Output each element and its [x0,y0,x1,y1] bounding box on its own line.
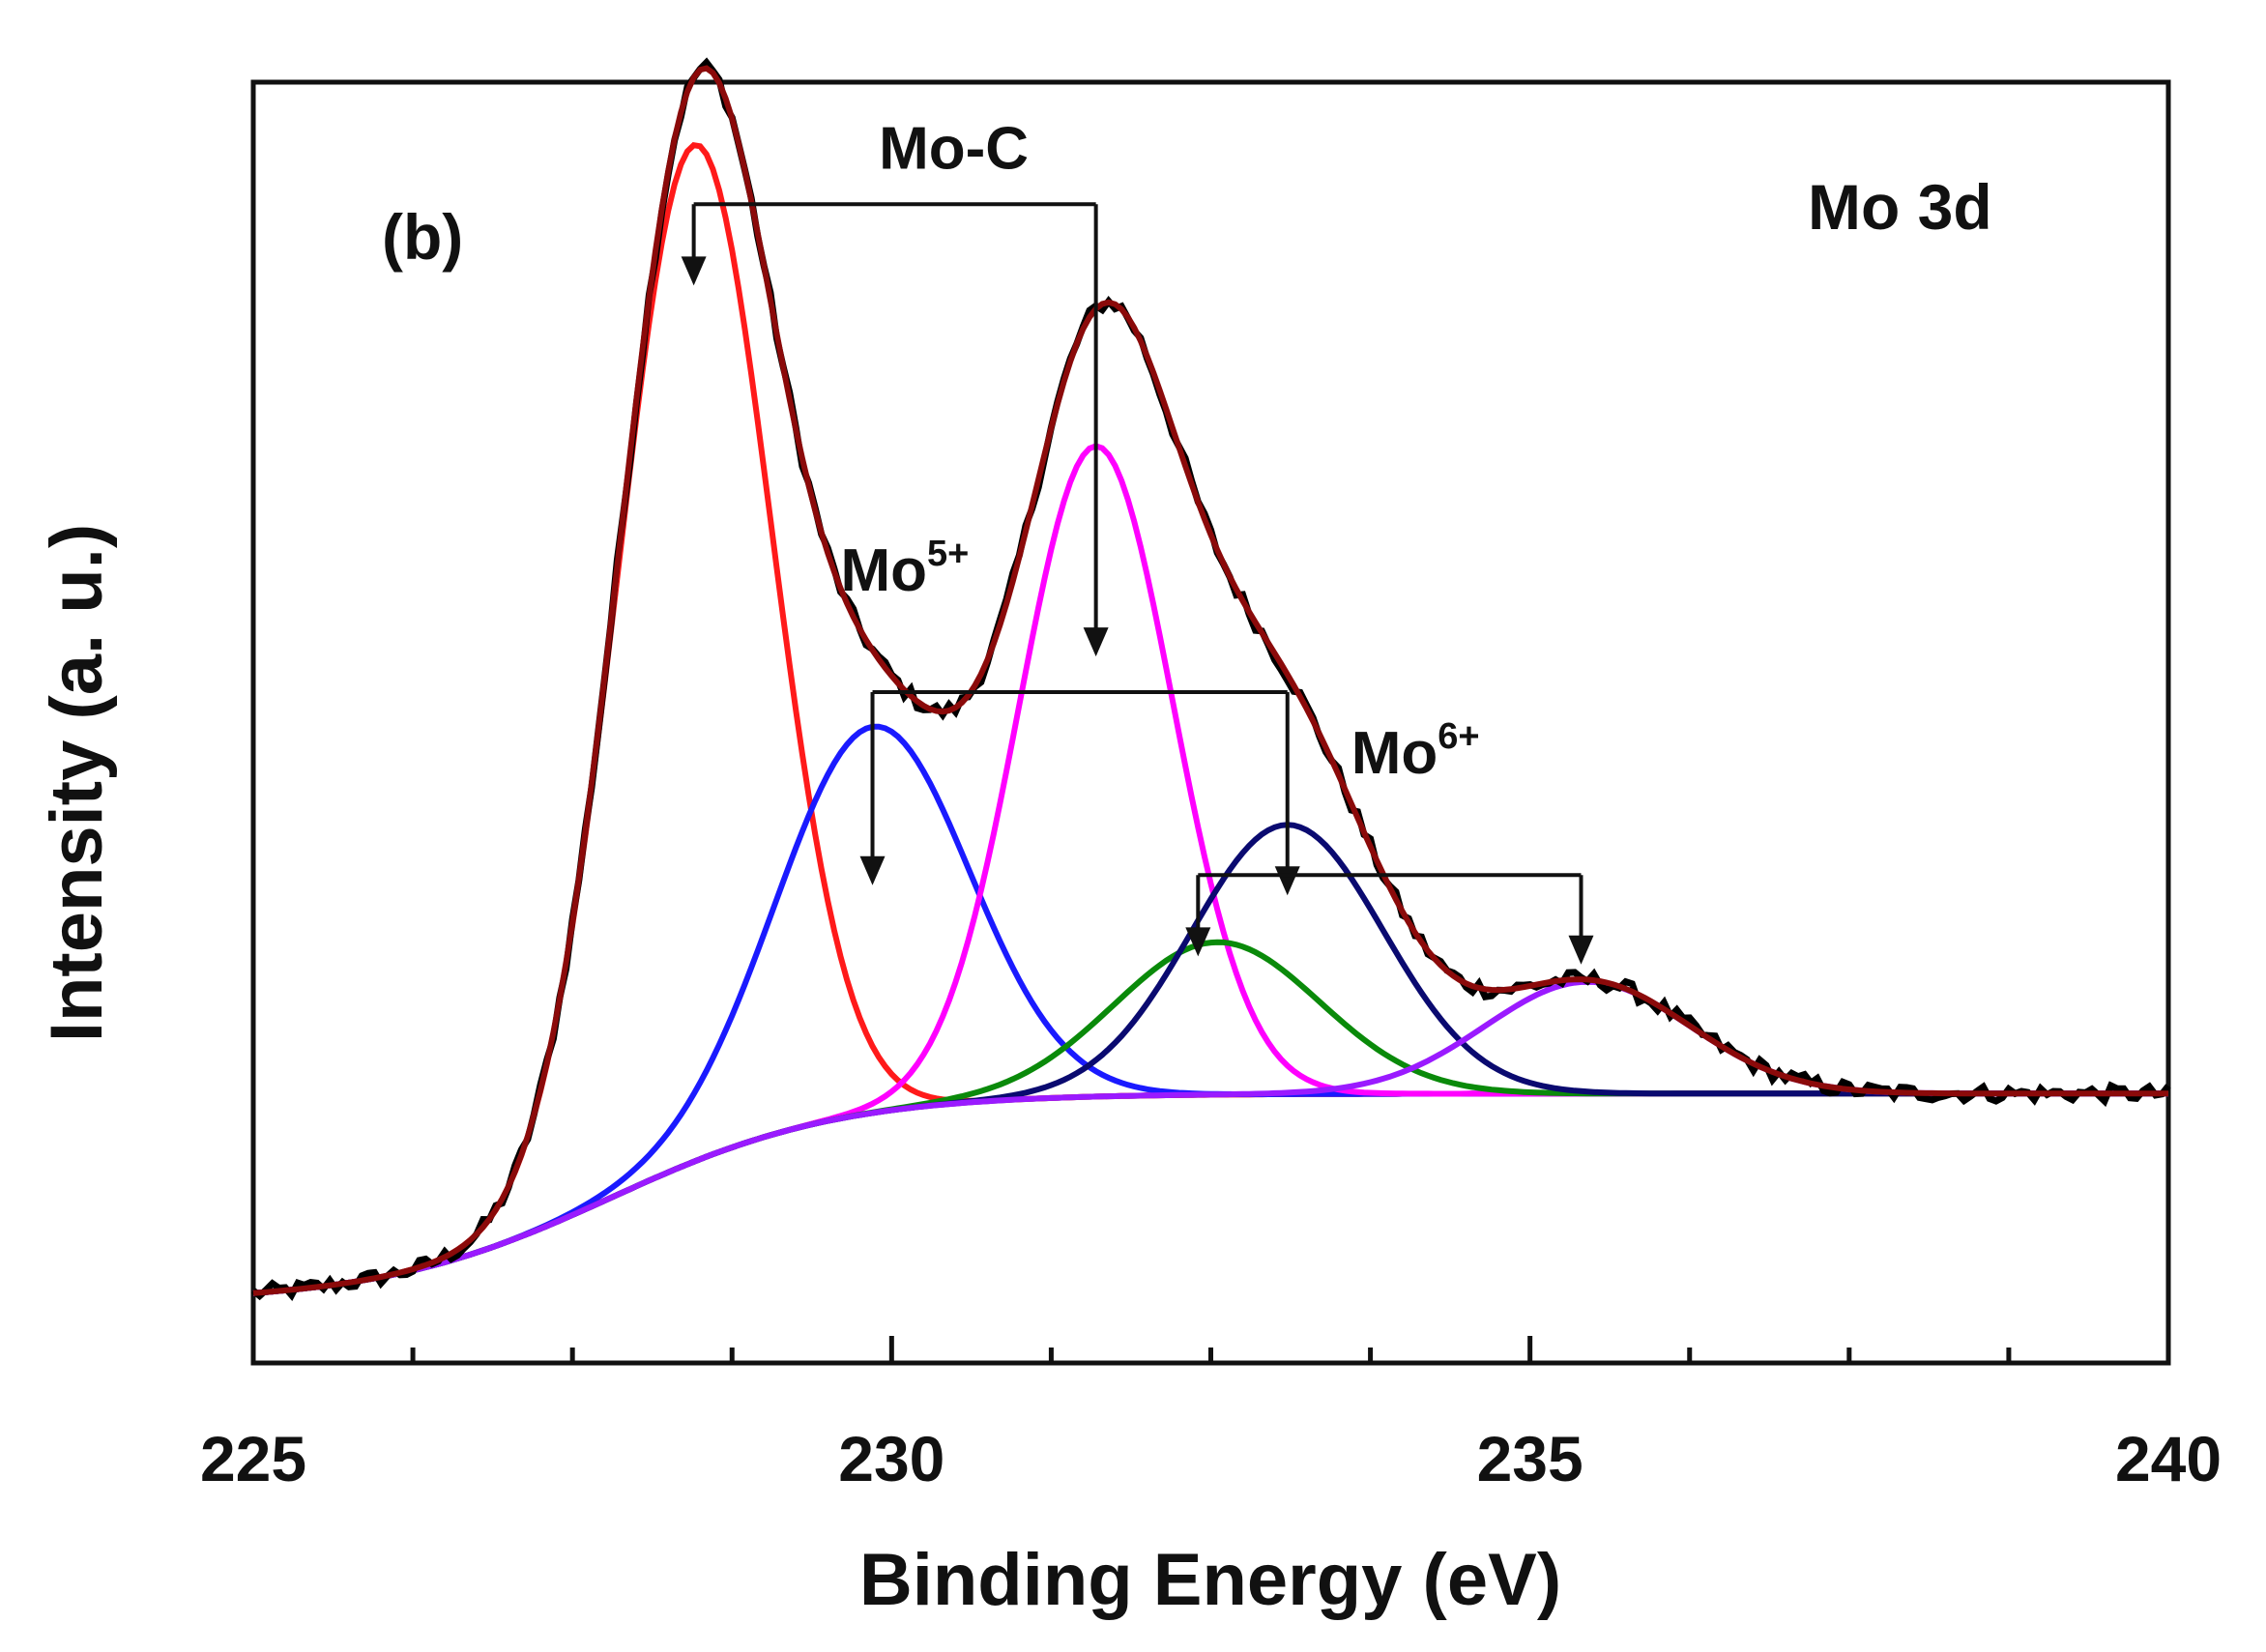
series-component-1 [252,141,2168,1296]
annotation-label: Mo-C [879,115,1029,182]
series-component-3 [252,443,2168,1296]
arrow-head [859,855,886,885]
arrow-head [1185,927,1211,957]
x-tick-label: 230 [838,1423,944,1494]
annotation-3: Mo6+ [1185,716,1594,965]
y-axis-title: Intensity (a. u.) [36,524,118,1042]
annotation-label: Mo5+ [841,534,970,604]
series-envelope [252,65,2168,1296]
annotation-label: Mo6+ [1351,716,1480,787]
x-axis-ticks: 225 230 235 240 [200,1336,2222,1494]
arrow-head [1568,935,1594,965]
series-component-6 [252,978,2168,1296]
region-label: Mo 3d [1808,171,1992,243]
arrow-head [1083,627,1109,657]
x-axis-title: Binding Energy (eV) [859,1539,1561,1621]
arrow-head [1274,866,1300,896]
series-component-4 [252,939,2168,1296]
x-tick-label: 235 [1477,1423,1583,1494]
annotation-layer: Mo-C Mo5+ Mo6+ [681,115,1594,965]
series-raw-data [250,57,2171,1302]
x-tick-label: 240 [2115,1423,2222,1494]
panel-label: (b) [382,201,463,273]
arrow-head [681,256,707,286]
series-component-2 [252,723,2168,1296]
x-tick-label: 225 [200,1423,306,1494]
series-background [252,1090,2168,1296]
annotation-1: Mo-C [681,115,1109,657]
series-component-5 [252,822,2168,1296]
series-layer [250,57,2171,1302]
plot-frame [250,79,2171,1366]
